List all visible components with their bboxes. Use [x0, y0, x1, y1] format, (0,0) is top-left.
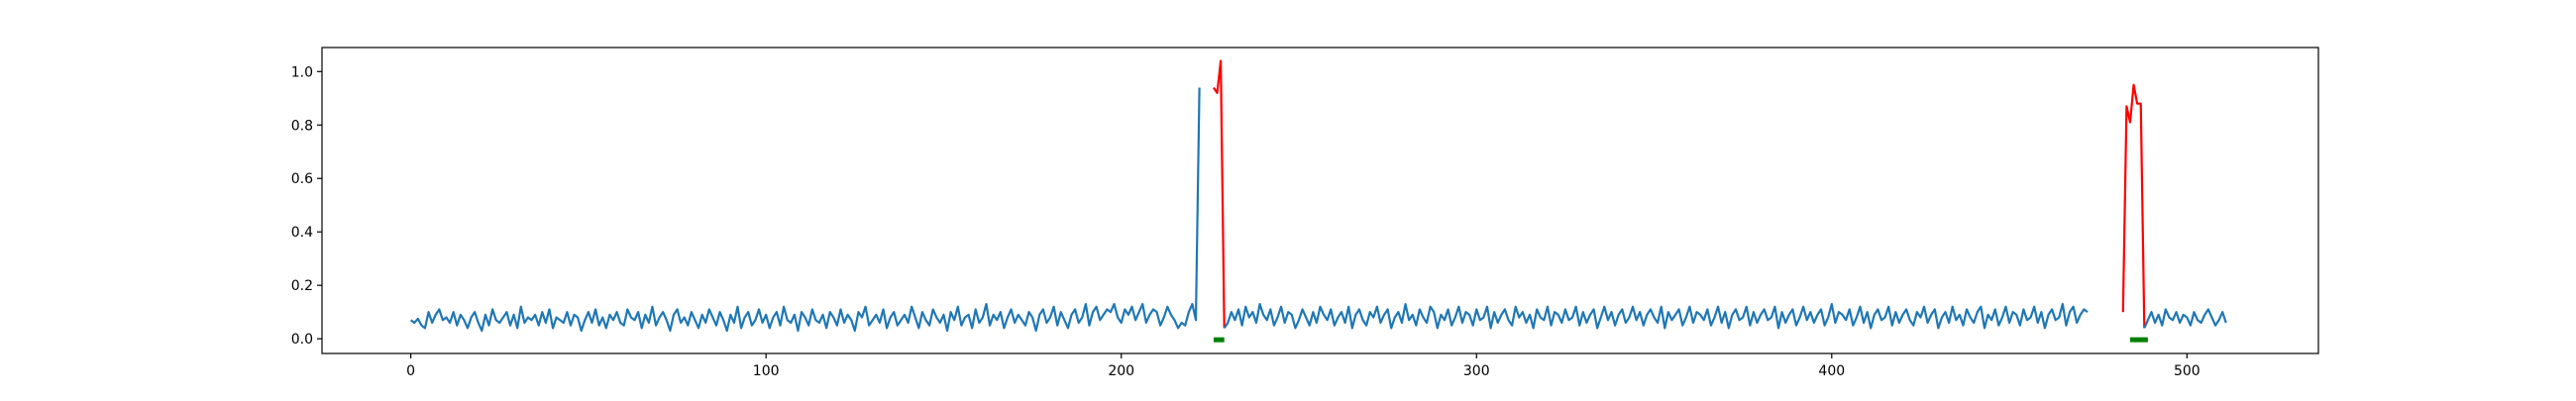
y-tick-label-1: 0.2 — [291, 278, 313, 294]
y-tick-label-2: 0.4 — [291, 225, 313, 241]
anomaly-series-line-3 — [2121, 83, 2146, 329]
anomaly-series-line-1 — [1213, 59, 1226, 329]
x-tick-label-3: 300 — [1463, 363, 1490, 379]
x-tick-label-4: 400 — [1818, 363, 1845, 379]
axes: 0 100 200 300 400 500 0.0 0.2 0.4 0.6 0.8 1.0 — [291, 47, 2319, 379]
x-tick-label-2: 200 — [1108, 363, 1134, 379]
plot-area — [409, 59, 2227, 343]
x-tick-label-0: 0 — [406, 363, 415, 379]
signal-series-line-0 — [409, 87, 1201, 333]
axes-frame — [321, 47, 2319, 354]
signal-series-line-2 — [1223, 302, 2089, 330]
y-tick-label-5: 1.0 — [291, 64, 313, 80]
x-tick-label-1: 100 — [753, 363, 780, 379]
y-tick-label-0: 0.0 — [291, 332, 313, 348]
signal-series-line-4 — [2143, 308, 2227, 329]
y-tick-label-3: 0.6 — [291, 171, 313, 187]
y-tick-label-4: 0.8 — [291, 118, 313, 134]
x-tick-label-5: 500 — [2174, 363, 2200, 379]
